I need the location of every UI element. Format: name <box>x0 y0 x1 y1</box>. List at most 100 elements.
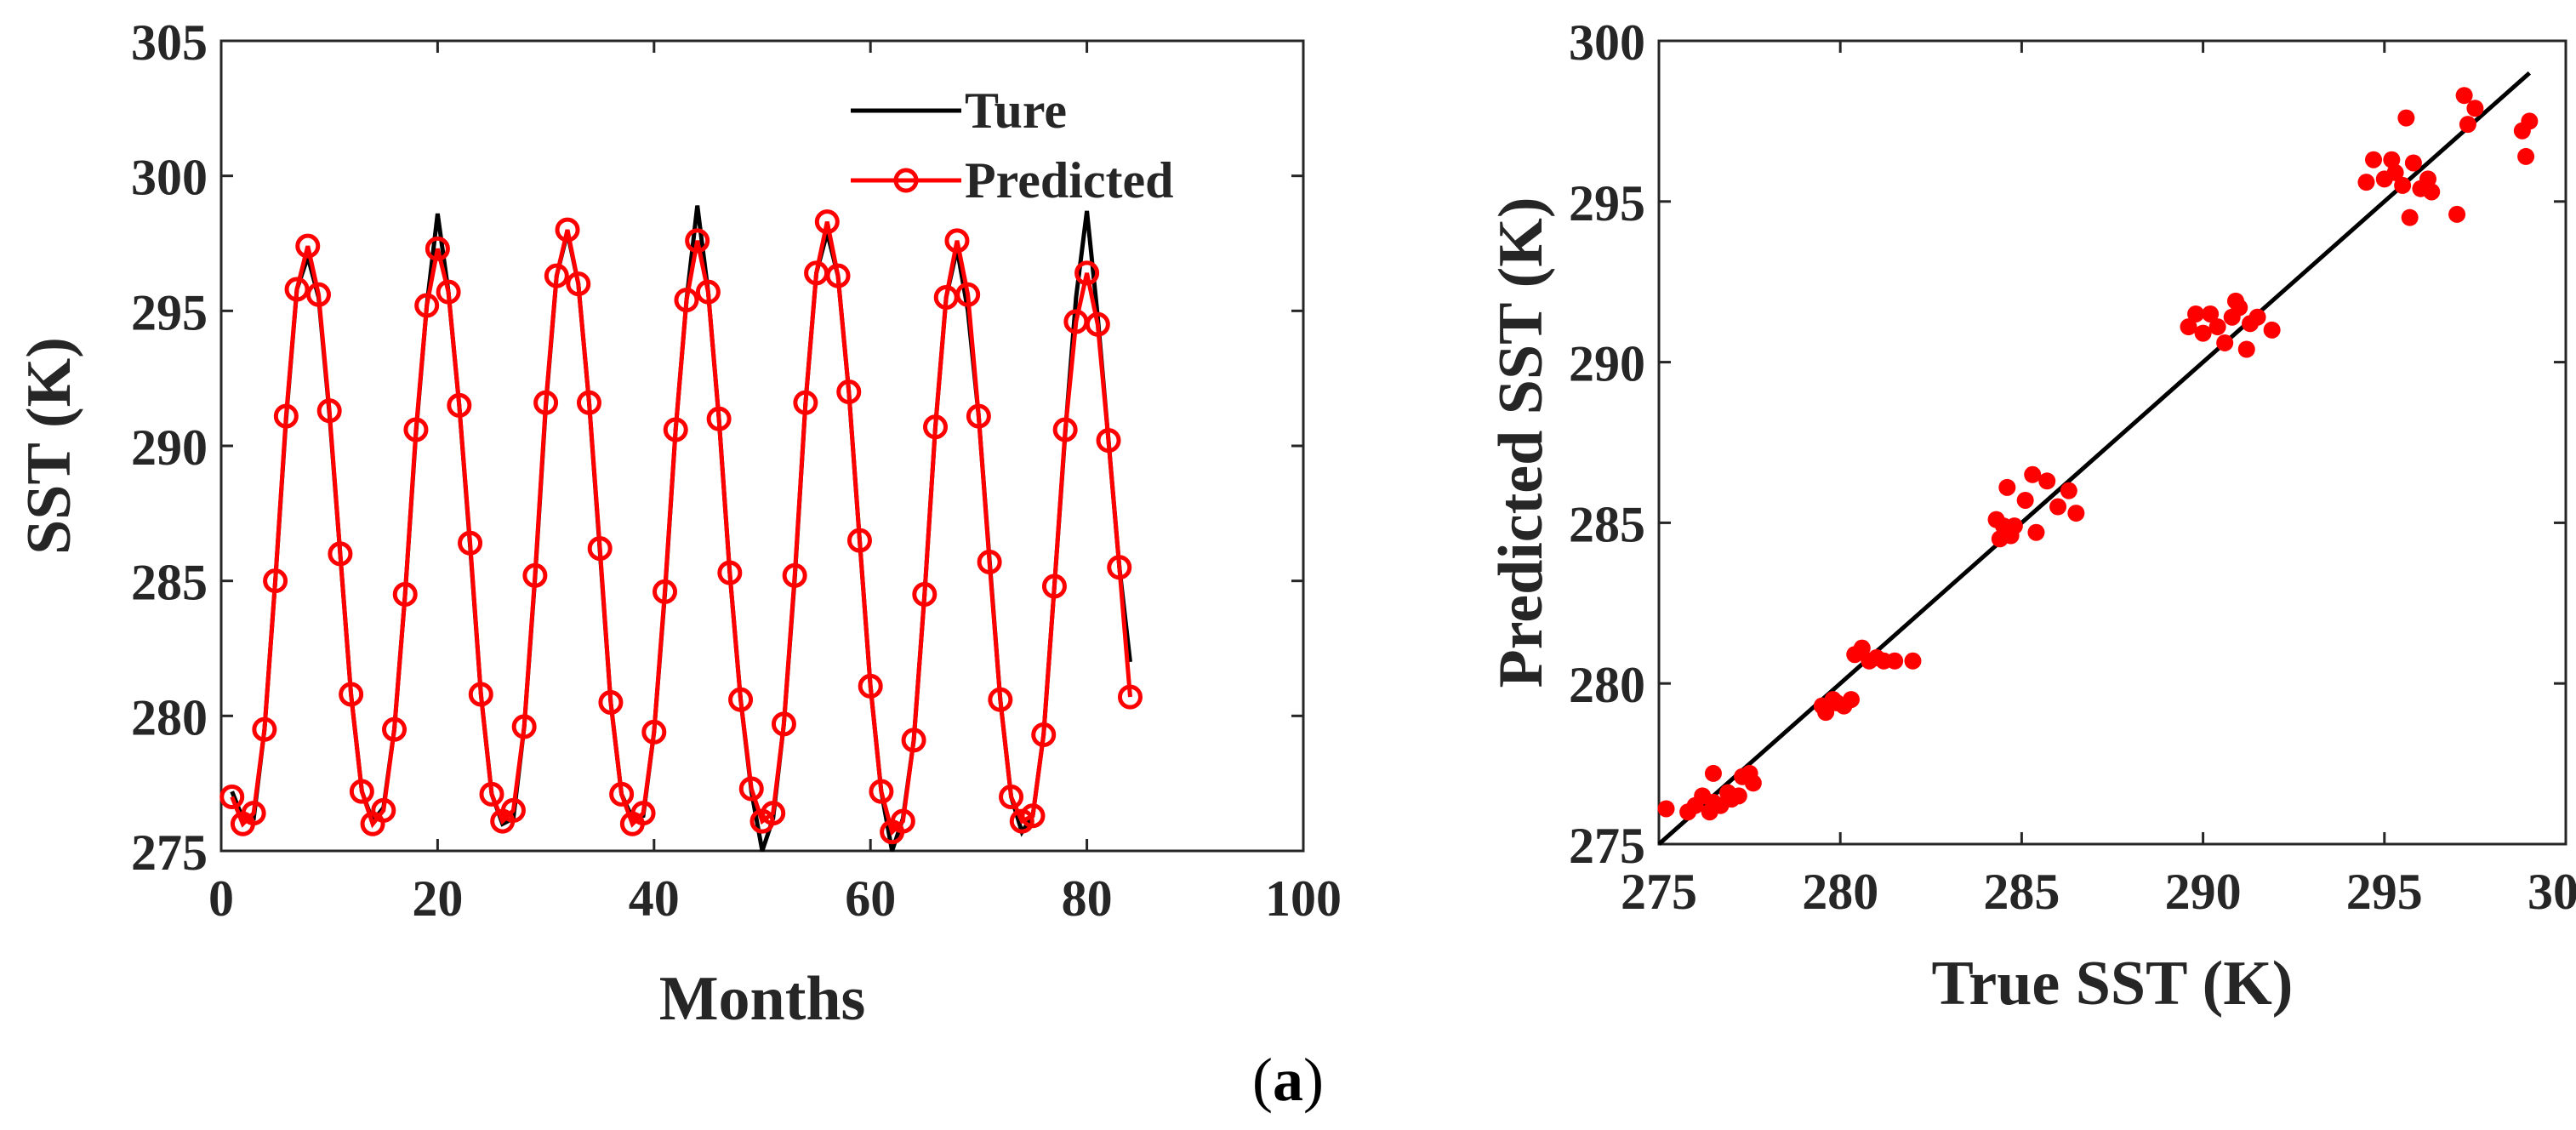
y-tick-label: 295 <box>1569 175 1645 231</box>
predicted-marker <box>587 536 613 562</box>
predicted-marker <box>371 797 396 823</box>
scatter-y-axis-label: Predicted SST (K) <box>1486 197 1556 688</box>
x-tick-label: 300 <box>2528 864 2576 920</box>
predicted-marker <box>858 673 883 699</box>
scatter-point <box>2027 523 2045 541</box>
scatter-point <box>2404 154 2422 172</box>
legend-predicted-marker-swatch <box>893 168 919 193</box>
predicted-marker <box>273 403 299 429</box>
scatter-point <box>2049 498 2067 516</box>
predicted-marker <box>1085 311 1110 337</box>
scatter-point <box>2038 472 2056 490</box>
scatter-x-axis-label: True SST (K) <box>1932 949 2294 1019</box>
y-tick-label: 300 <box>131 150 208 206</box>
predicted-marker <box>653 579 678 604</box>
scatter-point <box>2394 176 2412 194</box>
scatter-point <box>2357 174 2375 191</box>
predicted-marker <box>782 562 807 588</box>
time-series-chart: 0 20 40 60 80 100 275 280 285 290 295 300 305 Months… <box>14 14 1342 1034</box>
y-tick-label: 275 <box>1569 818 1645 874</box>
predicted-marker <box>846 528 872 553</box>
x-tick-label: 40 <box>629 870 680 927</box>
predicted-marker <box>1107 555 1132 580</box>
scatter-point <box>1744 774 1762 792</box>
predicted-marker <box>641 719 667 745</box>
predicted-marker <box>977 549 1002 574</box>
y-tick-label: 275 <box>131 825 208 881</box>
predicted-marker <box>598 689 624 715</box>
predicted-marker <box>912 582 938 608</box>
y-tick-label: 300 <box>1569 14 1645 71</box>
predicted-marker <box>425 236 450 261</box>
x-tick-label: 80 <box>1062 870 1113 927</box>
x-tick-label: 285 <box>1983 864 2060 920</box>
predicted-marker <box>414 293 440 318</box>
predicted-marker <box>1041 574 1067 599</box>
predicted-marker <box>219 785 245 810</box>
scatter-point <box>2365 151 2383 168</box>
predicted-marker <box>1020 803 1046 829</box>
predicted-marker <box>576 390 601 415</box>
predicted-marker <box>555 217 580 243</box>
scatter-point <box>1657 800 1675 818</box>
scatter-point <box>2231 299 2248 317</box>
predicted-marker <box>522 562 548 588</box>
scatter-point <box>2067 505 2085 522</box>
scatter-point <box>1842 691 1860 709</box>
x-tick-label: 290 <box>2165 864 2242 920</box>
predicted-marker <box>436 279 461 305</box>
scatter-point <box>2216 334 2234 351</box>
scatter-point <box>1853 639 1871 657</box>
x-tick-label: 20 <box>412 870 463 927</box>
predicted-marker <box>284 277 310 302</box>
time-series-plot-area <box>219 39 1305 853</box>
x-tick-label: 60 <box>845 870 896 927</box>
caption-close-paren: ) <box>1303 1046 1324 1114</box>
scatter-point <box>2194 324 2212 342</box>
predicted-marker <box>793 390 818 415</box>
predicted-marker <box>328 541 353 567</box>
predicted-marker <box>695 279 721 305</box>
scatter-point <box>2180 318 2197 336</box>
scatter-point <box>2005 517 2023 535</box>
time-series-y-axis-label: SST (K) <box>14 337 84 555</box>
x-tick-label: 295 <box>2346 864 2423 920</box>
y-tick-label: 305 <box>131 14 208 71</box>
predicted-marker <box>1074 260 1100 286</box>
scatter-point <box>2208 318 2226 336</box>
legend-predicted-label: Predicted <box>965 152 1173 208</box>
predicted-marker <box>869 779 894 804</box>
predicted-marker <box>447 392 472 418</box>
scatter-point <box>2448 205 2466 223</box>
predicted-marker <box>825 263 851 288</box>
figure-caption: (a) <box>0 1045 2576 1116</box>
series-line-predicted <box>230 221 1132 836</box>
predicted-marker <box>241 801 266 826</box>
scatter-point <box>1998 478 2016 496</box>
scatter-point <box>2383 151 2401 168</box>
predicted-marker <box>316 398 342 424</box>
x-tick-label: 275 <box>1621 864 1697 920</box>
predicted-marker <box>771 711 796 737</box>
scatter-point <box>2401 208 2419 226</box>
predicted-marker <box>663 417 688 442</box>
predicted-marker <box>717 560 743 585</box>
caption-letter: a <box>1273 1046 1303 1114</box>
predicted-marker <box>1096 428 1121 454</box>
y-tick-label: 280 <box>131 689 208 745</box>
predicted-marker <box>988 687 1013 712</box>
y-tick-label: 280 <box>1569 657 1645 713</box>
scatter-point <box>2459 116 2476 134</box>
scatter-point <box>2187 305 2205 322</box>
predicted-marker <box>901 728 926 753</box>
predicted-marker <box>999 785 1024 810</box>
y-tick-label: 295 <box>131 284 208 340</box>
scatter-point <box>2263 321 2281 339</box>
scatter-point <box>2397 109 2415 127</box>
predicted-marker <box>923 414 949 440</box>
predicted-marker <box>566 271 591 297</box>
predicted-marker <box>955 282 981 307</box>
predicted-marker <box>403 417 429 442</box>
predicted-marker <box>761 801 786 826</box>
predicted-marker <box>890 808 915 834</box>
